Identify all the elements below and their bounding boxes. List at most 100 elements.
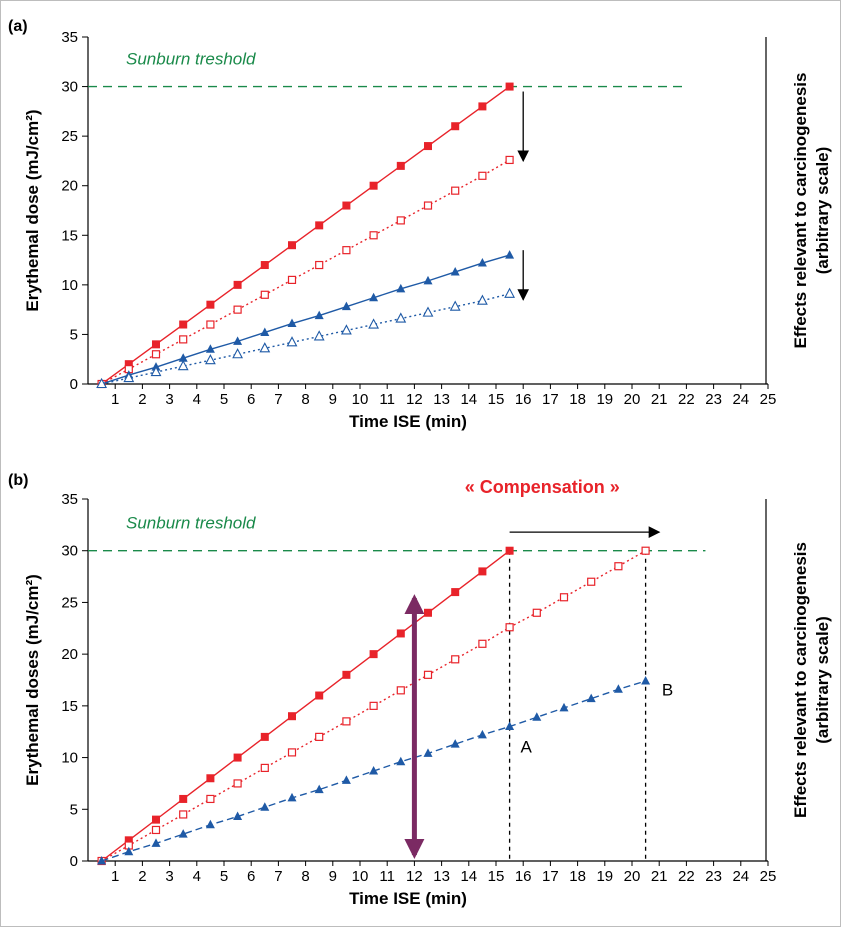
data-point (478, 567, 487, 576)
data-point (451, 122, 460, 131)
data-point (505, 82, 514, 91)
data-point (313, 330, 325, 341)
data-point (233, 280, 242, 289)
data-point (476, 294, 488, 305)
x-tick-label: 11 (379, 868, 395, 885)
data-point (369, 701, 378, 710)
data-point (423, 670, 433, 679)
data-point (233, 811, 243, 821)
x-tick-label: 2 (138, 868, 146, 885)
series-line (101, 159, 510, 385)
x-tick-label: 23 (705, 391, 722, 408)
x-tick-label: 20 (624, 868, 641, 885)
x-tick-label: 9 (329, 868, 337, 885)
data-point (260, 732, 269, 741)
data-point (532, 712, 542, 721)
data-point (233, 336, 243, 345)
x-tick-label: 13 (433, 391, 450, 408)
y-axis-title: Erythemal dose (mJ/cm²) (23, 109, 42, 311)
data-point (260, 763, 269, 773)
data-point (342, 246, 351, 255)
data-point (341, 775, 351, 784)
y-tick-label: 0 (70, 376, 78, 393)
data-point (505, 155, 514, 165)
data-point (450, 739, 460, 748)
y-tick-label: 20 (61, 646, 78, 663)
right-axis-title: Effects relevant to carcinogenesis (791, 73, 810, 349)
data-point (369, 766, 379, 775)
data-point (259, 342, 271, 353)
x-tick-label: 10 (352, 868, 369, 885)
data-point (396, 756, 406, 766)
data-point (641, 676, 651, 685)
x-tick-label: 21 (651, 868, 668, 885)
data-point (179, 794, 188, 803)
data-point (451, 655, 460, 664)
x-tick-label: 15 (488, 391, 505, 408)
data-point (340, 324, 352, 335)
y-tick-label: 30 (61, 79, 78, 96)
data-point (150, 365, 162, 377)
x-tick-label: 21 (651, 391, 668, 408)
data-point (368, 318, 380, 329)
data-point (260, 290, 269, 299)
x-tick-label: 2 (138, 391, 146, 408)
data-point (478, 171, 487, 180)
x-tick-label: 22 (678, 391, 695, 408)
data-point (178, 829, 188, 838)
data-point (123, 371, 135, 383)
x-tick-label: 24 (732, 391, 749, 408)
data-point (314, 784, 324, 794)
data-point (505, 250, 515, 259)
data-point (478, 639, 487, 648)
data-point (233, 753, 242, 762)
data-point (587, 577, 596, 586)
data-point (206, 794, 215, 804)
data-point (206, 774, 215, 783)
x-tick-label: 25 (760, 391, 777, 408)
data-point (423, 201, 433, 210)
data-point (396, 686, 405, 695)
data-point (424, 142, 432, 151)
data-point (124, 360, 133, 369)
x-tick-label: 4 (193, 868, 201, 885)
y-tick-label: 10 (61, 750, 78, 767)
data-point (424, 608, 432, 617)
right-axis-title: Effects relevant to carcinogenesis (791, 542, 810, 818)
series-line (101, 550, 646, 862)
y-tick-label: 25 (61, 128, 78, 145)
data-point (477, 258, 487, 267)
data-point (341, 301, 351, 311)
data-point (396, 283, 406, 293)
series-line (101, 86, 511, 385)
data-point (423, 748, 433, 757)
data-point (179, 335, 188, 344)
data-point (449, 300, 461, 311)
x-tick-label: 4 (193, 391, 201, 408)
y-tick-label: 25 (61, 594, 78, 611)
x-tick-label: 16 (515, 868, 532, 885)
x-tick-label: 25 (760, 868, 777, 885)
x-tick-label: 24 (732, 868, 749, 885)
data-point (396, 161, 405, 170)
x-tick-label: 6 (247, 868, 255, 885)
y-tick-label: 35 (61, 29, 78, 46)
data-point (151, 838, 161, 847)
data-point (369, 181, 378, 190)
data-point (315, 691, 324, 700)
data-point (151, 350, 161, 359)
data-point (315, 221, 324, 230)
panel-label: (a) (8, 18, 28, 35)
data-point (369, 650, 378, 659)
data-point (505, 546, 514, 555)
data-point (532, 608, 541, 617)
x-tick-label: 11 (379, 391, 395, 408)
series-line (101, 254, 510, 385)
data-point (287, 318, 297, 328)
x-tick-label: 14 (460, 391, 477, 408)
y-axis-title: Erythemal doses (mJ/cm²) (23, 574, 42, 786)
x-tick-label: 7 (274, 868, 282, 885)
series-line (101, 550, 511, 862)
